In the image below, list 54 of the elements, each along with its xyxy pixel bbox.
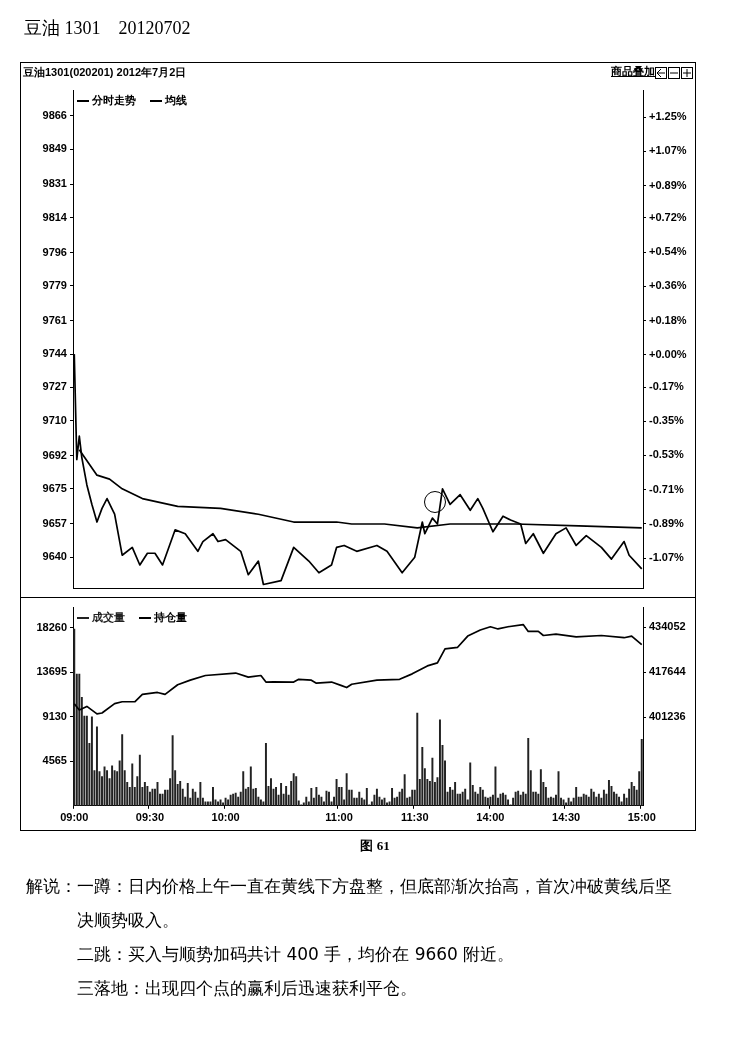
y-tick-label: 9814 <box>42 210 68 223</box>
y-tick-label: 9710 <box>42 413 67 426</box>
y2-tick-label: -0.35% <box>649 414 685 427</box>
y-tick-label: 9692 <box>42 448 67 461</box>
y2-tick-label: +0.72% <box>649 210 687 223</box>
y2-tick-label: +0.00% <box>649 347 687 360</box>
x-tick-label: 14:00 <box>476 811 505 824</box>
y-tick-label: 9640 <box>42 550 67 563</box>
y-tick-label: 4565 <box>42 754 67 767</box>
y-tick-label: 9675 <box>42 481 67 494</box>
y-tick-label: 9130 <box>42 709 67 722</box>
y-tick-label: 13695 <box>36 665 67 678</box>
text: 解说：一蹲：日内价格上午一直在黄线下方盘整，但底部渐次抬高，首次冲破黄线后坚决顺势吸入。 <box>26 875 673 932</box>
x-tick-label: 09:00 <box>60 811 89 824</box>
caption: 图 61 <box>359 837 391 855</box>
y-tick-label: 9831 <box>42 177 67 190</box>
x-tick-label: 15:00 <box>627 811 656 824</box>
text: 三落地：出现四个点的赢利后迅速获利平仓。 <box>76 977 418 1000</box>
y2-tick-label: +1.07% <box>649 144 687 157</box>
legend-label: 持仓量 <box>154 610 187 623</box>
text: 二跳：买入与顺势加码共计 400 手，均价在 9660 附近。 <box>76 943 516 966</box>
y-tick-label: 9657 <box>42 517 67 530</box>
y2-tick-label: -0.53% <box>649 448 685 461</box>
y-tick-label: 9761 <box>42 313 67 326</box>
y2-tick-label: +0.89% <box>649 178 687 191</box>
y2-tick-label: -0.71% <box>649 482 685 495</box>
legend-label: 均线 <box>165 93 187 106</box>
y2-tick-label: 434052 <box>649 620 686 633</box>
chart-title: 豆油 1301 20120702 <box>24 17 191 40</box>
y-tick-label: 9866 <box>42 109 67 122</box>
x-tick-label: 14:30 <box>552 811 581 824</box>
y-tick-label: 9849 <box>42 142 67 155</box>
chart-subtitle: 豆油1301(020201) 2012年7月2日 <box>23 65 187 80</box>
x-tick-label: 09:30 <box>135 811 164 824</box>
x-tick-label: 10:00 <box>211 811 240 824</box>
y2-tick-label: +0.54% <box>649 245 687 258</box>
text: 商品叠加 <box>611 64 655 79</box>
y-tick-label: 18260 <box>36 620 67 633</box>
y-tick-label: 9796 <box>42 245 67 258</box>
y2-tick-label: 417644 <box>649 665 687 678</box>
y2-tick-label: +0.36% <box>649 279 687 292</box>
legend-label: 分时走势 <box>92 93 136 106</box>
y2-tick-label: -0.17% <box>649 380 685 393</box>
legend-label: 成交量 <box>92 610 125 623</box>
y-tick-label: 9744 <box>42 347 68 360</box>
y2-tick-label: -0.89% <box>649 516 685 529</box>
y2-tick-label: +0.18% <box>649 313 687 326</box>
y-tick-label: 9727 <box>42 380 67 393</box>
x-tick-label: 11:00 <box>325 811 353 824</box>
y2-tick-label: +1.25% <box>649 110 687 123</box>
y2-tick-label: 401236 <box>649 710 686 723</box>
x-tick-label: 11:30 <box>400 811 429 824</box>
y-tick-label: 9779 <box>42 278 67 291</box>
y2-tick-label: -1.07% <box>649 551 685 564</box>
